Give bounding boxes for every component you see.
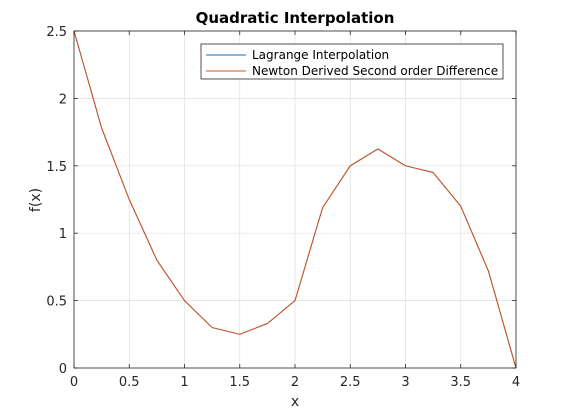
x-tick-label: 3.5 <box>450 375 471 390</box>
x-tick-label: 3 <box>401 375 409 390</box>
x-tick-label: 1 <box>180 375 188 390</box>
x-axis-label: x <box>291 394 299 410</box>
x-tick-label: 2 <box>291 375 299 390</box>
y-tick-label: 1.5 <box>46 160 67 175</box>
y-tick-label: 1 <box>59 227 67 242</box>
tick-layer: 0 0.5 1 1.5 2 2.5 3 3.5 4 0 0.5 1 1.5 2 2.5 <box>46 25 520 390</box>
legend-box <box>200 43 504 80</box>
series-layer <box>73 30 517 369</box>
series-line-1 <box>73 30 517 369</box>
legend: Lagrange Interpolation Newton Derived Se… <box>200 43 504 80</box>
y-tick-label: 0.5 <box>46 295 67 310</box>
y-tick-label: 2 <box>59 92 67 107</box>
x-tick-label: 1.5 <box>229 375 250 390</box>
y-axis-label: f(x) <box>28 188 44 212</box>
x-tick-label: 0 <box>70 375 78 390</box>
y-tick-label: 0 <box>59 362 67 377</box>
x-tick-label: 0.5 <box>119 375 140 390</box>
y-tick-label: 2.5 <box>46 25 67 40</box>
legend-label-newton: Newton Derived Second order Difference <box>252 64 498 78</box>
x-tick-label: 2.5 <box>340 375 361 390</box>
legend-label-lagrange: Lagrange Interpolation <box>252 48 389 62</box>
x-tick-label: 4 <box>512 375 520 390</box>
chart-title: Quadratic Interpolation <box>196 9 395 27</box>
